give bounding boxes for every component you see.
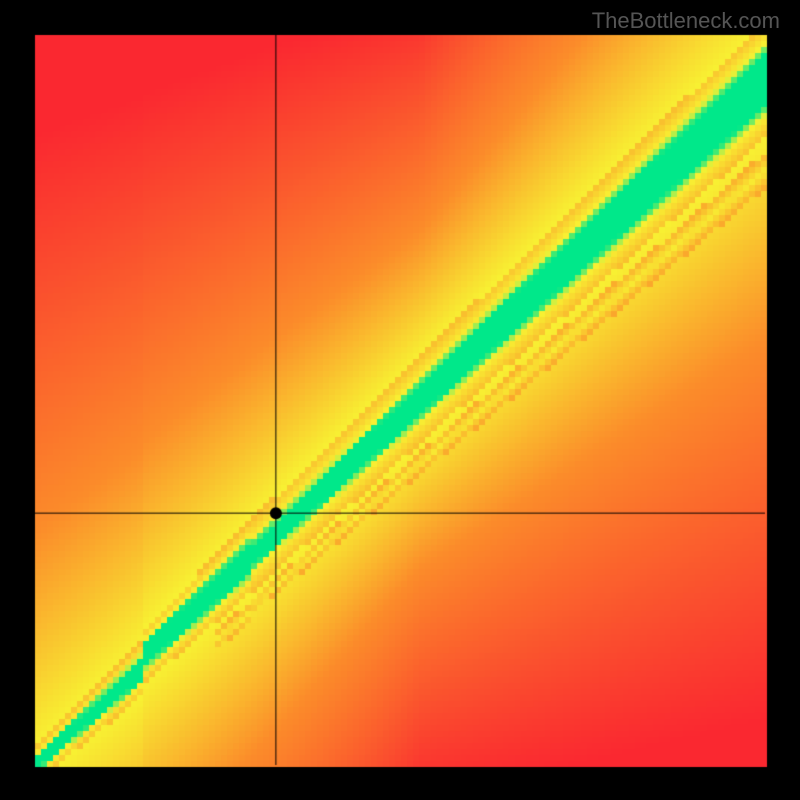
chart-container: TheBottleneck.com	[0, 0, 800, 800]
watermark-text: TheBottleneck.com	[592, 8, 780, 34]
bottleneck-heatmap	[0, 0, 800, 800]
